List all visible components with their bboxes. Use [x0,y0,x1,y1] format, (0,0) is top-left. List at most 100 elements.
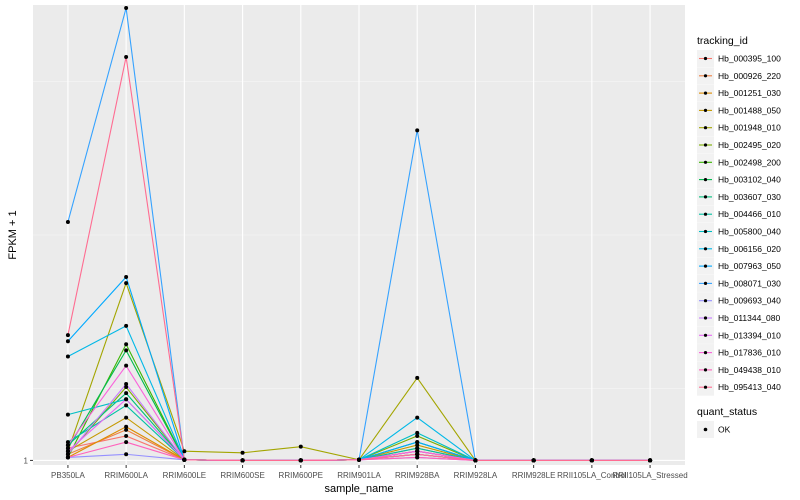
x-tick-label: RRIM600SE [220,471,264,480]
data-point [182,449,187,454]
data-point [415,128,420,133]
legend-key-point [703,195,708,199]
data-point [298,444,303,449]
data-point [415,455,420,460]
data-point [589,458,594,463]
color-legend: tracking_id Hb_000395_100 Hb_000926_220 Hb… [697,35,781,396]
legend-label: Hb_001948_010 [718,123,781,133]
legend-key-point [703,333,708,337]
legend-key-point [703,108,708,112]
data-point [124,382,129,387]
data-point [415,440,420,445]
data-point [415,446,420,451]
legend-label: Hb_002495_020 [718,140,781,150]
legend-key-point [703,178,708,182]
data-point [124,6,129,11]
legend-key-point [703,368,708,372]
legend-key-point [703,56,708,61]
legend-key-point [703,143,708,147]
data-point [124,433,129,438]
data-point [124,452,129,457]
legend-label: Hb_008071_030 [718,278,781,288]
data-point [298,458,303,463]
data-point [124,397,129,402]
legend-key-point [703,91,708,95]
x-axis-title: sample_name [324,483,393,495]
legend-label: Hb_000926_220 [718,71,781,81]
data-point [124,427,129,432]
data-point [65,455,70,460]
data-point [65,354,70,359]
series-points [65,6,653,463]
x-tick-label: RRIM928LE [512,471,556,480]
data-point [124,54,129,59]
legend-label: Hb_000395_100 [718,54,781,64]
x-tick-label: RRIM600LA [104,471,148,480]
data-point [415,433,420,438]
legend-label: Hb_009693_040 [718,296,781,306]
x-tick-label: PB350LA [51,471,85,480]
data-point [182,457,187,462]
legend-key-point [703,212,708,216]
y-tick-label: 1 [24,456,29,465]
data-point [415,449,420,454]
data-point [415,415,420,420]
data-point [65,449,70,454]
data-point [65,333,70,338]
legend-key-point [703,385,708,389]
data-point [357,457,361,462]
data-point [124,424,129,429]
legend-label: Hb_003607_030 [718,192,781,202]
legend-label: Hb_006156_020 [718,244,781,254]
data-point [240,458,245,463]
x-axis: PB350LA RRIM600LA RRIM600LE RRIM600SE RRIM60… [51,465,688,480]
data-point [65,446,70,451]
data-point [124,440,129,445]
data-point [124,323,129,328]
legend-label: Hb_005800_040 [718,227,781,237]
data-point [415,375,420,380]
legend-label: Hb_013394_010 [718,330,781,340]
x-tick-label: RRIM928BA [395,471,440,480]
data-point [65,220,70,225]
x-tick-label: RRII105LA_Stressed [612,471,687,480]
shape-legend-label: OK [718,425,731,435]
legend-key-point [703,351,708,355]
y-axis-title: FPKM + 1 [7,210,19,259]
shape-legend-title: quant_status [697,406,757,418]
data-point [65,412,70,417]
x-tick-label: RRIM901LA [337,471,381,480]
legend-label: Hb_017836_010 [718,348,781,358]
legend-label: Hb_049438_010 [718,365,781,375]
data-point [124,348,129,353]
legend-label: Hb_095413_040 [718,382,781,392]
data-point [65,443,70,448]
legend-label: Hb_002498_200 [718,157,781,167]
legend-key-point [703,316,708,320]
shape-legend: quant_status OK [697,406,757,438]
legend-key-point [703,264,708,268]
data-point [415,452,420,457]
x-tick-label: RRIM928LA [454,471,498,480]
data-point [415,430,420,435]
legend-key-point [703,281,708,285]
y-axis: 1 [24,456,33,465]
data-point [124,275,129,280]
data-point [124,403,129,408]
legend-label: Hb_007963_050 [718,261,781,271]
data-point [124,391,129,396]
legend-label: Hb_001251_030 [718,88,781,98]
data-point [240,450,245,455]
data-point [124,385,129,390]
data-point [124,415,129,420]
data-point [124,281,129,286]
legend-key-point [703,229,708,234]
data-point [473,458,478,463]
data-point [531,458,536,463]
data-point [124,363,129,368]
data-point [65,452,70,457]
legend-label: Hb_011344_080 [718,313,781,323]
x-tick-label: RRIM600LE [163,471,207,480]
legend-label: Hb_001488_050 [718,105,781,115]
